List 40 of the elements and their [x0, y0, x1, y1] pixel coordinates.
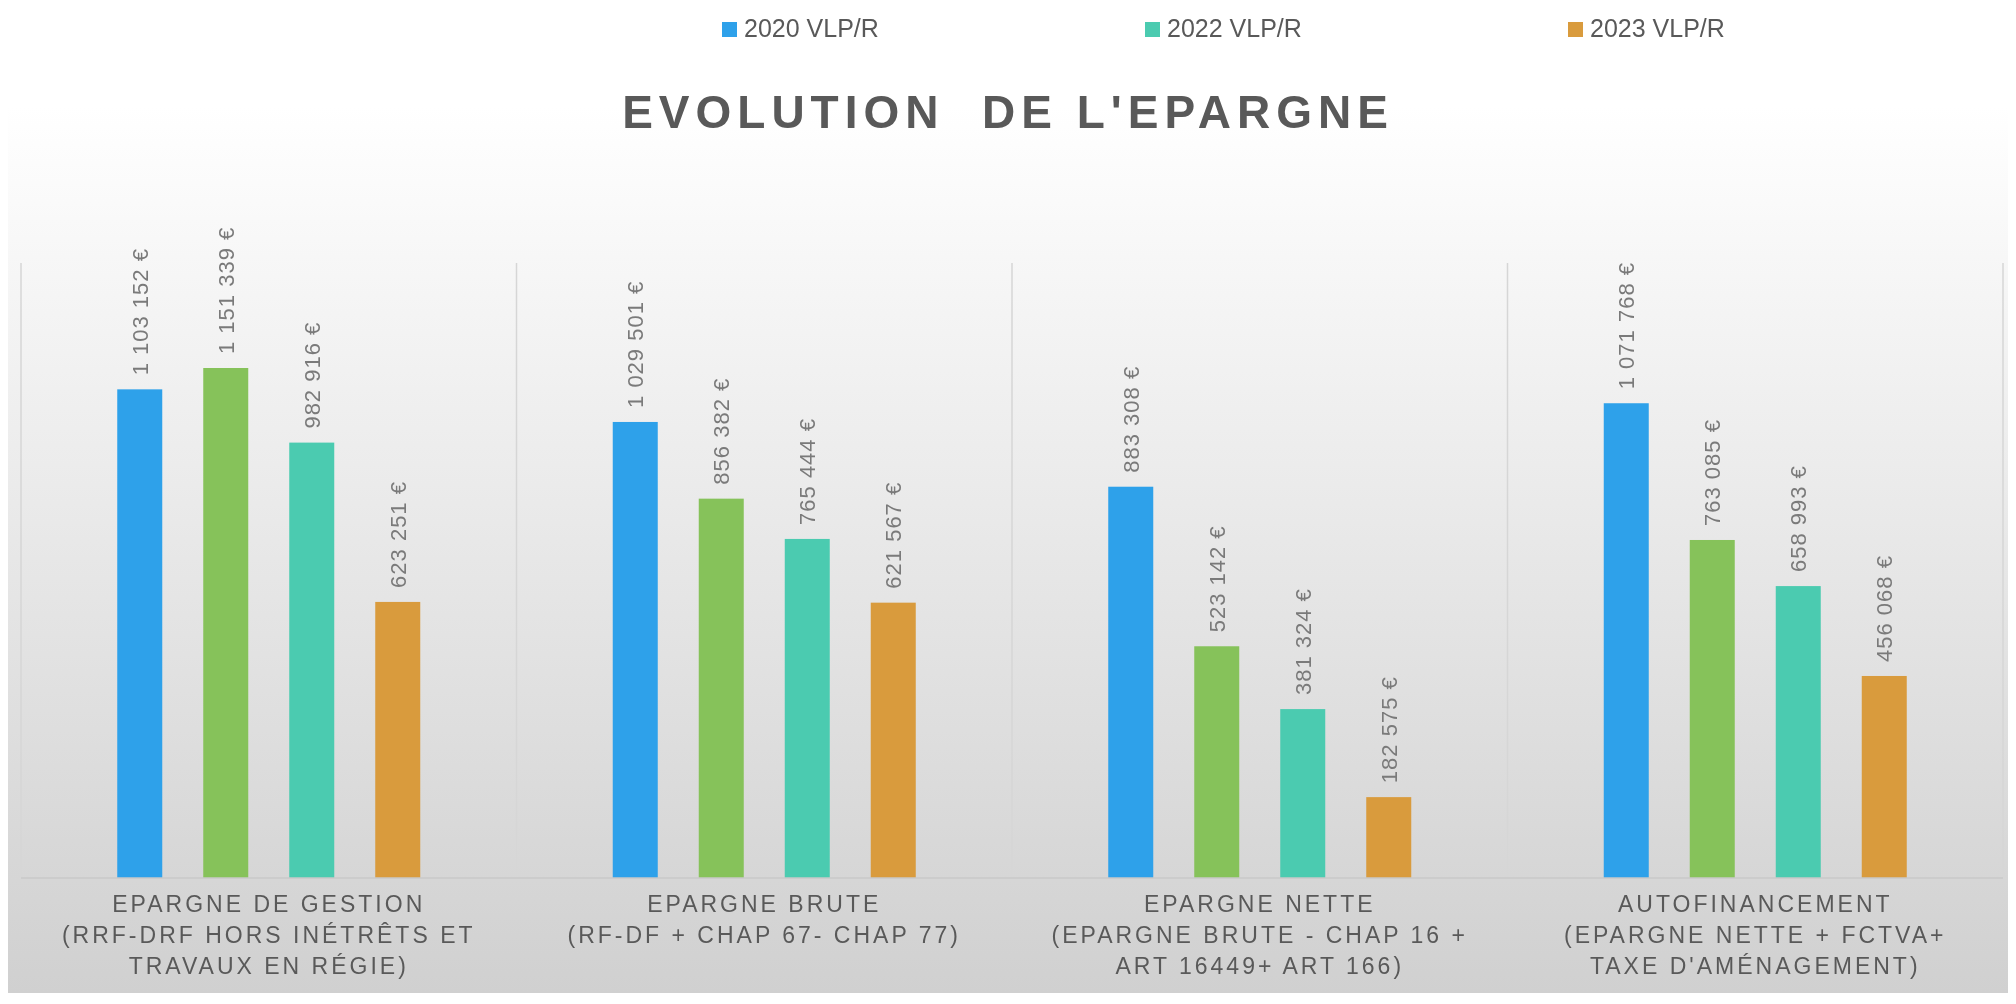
bar: [870, 602, 916, 878]
bar: [117, 389, 163, 878]
bar: [1366, 797, 1412, 878]
data-label: 765 444 €: [795, 418, 821, 525]
bar: [375, 601, 421, 878]
data-label: 763 085 €: [1700, 419, 1726, 526]
legend-label: 2022 VLP/R: [1167, 14, 1302, 42]
bar: [1108, 486, 1154, 878]
data-label: 1 151 339 €: [213, 226, 239, 354]
data-label: 1 103 152 €: [127, 248, 153, 376]
x-tick-label: EPARGNE BRUTE (RF-DF + CHAP 67- CHAP 77): [567, 891, 961, 948]
chart-title: EVOLUTION DE L'EPARGNE: [622, 86, 1394, 138]
data-label: 982 916 €: [299, 321, 325, 429]
bar: [203, 368, 249, 878]
x-tick-label: AUTOFINANCEMENT (EPARGNE NETTE + FCTVA+ TAXE D'AMÉNAGEMENT): [1563, 891, 1947, 979]
legend-label: 2020 VLP/R: [744, 14, 879, 42]
x-tick-label: EPARGNE NETTE (EPARGNE BRUTE - CHAP 16 + ART 16449+ ART 166): [1051, 891, 1468, 979]
x-tick-label: EPARGNE DE GESTION (RRF-DRF HORS INÉTRÊTS ET TRAVAUX EN RÉGIE): [61, 891, 476, 979]
data-label: 658 993 €: [1786, 465, 1812, 573]
data-label: 456 068 €: [1872, 555, 1898, 662]
bar: [698, 498, 744, 878]
data-label: 1 029 501 €: [623, 280, 649, 408]
data-label: 1 071 768 €: [1614, 262, 1640, 390]
bar: [612, 421, 658, 878]
bar: [1603, 403, 1649, 878]
bar: [1689, 539, 1735, 878]
bar: [1861, 675, 1907, 878]
bar: [1775, 586, 1821, 878]
bar: [1280, 709, 1326, 878]
bar: [1194, 646, 1240, 878]
data-label: 623 251 €: [385, 481, 411, 588]
bar: [289, 442, 335, 878]
data-label: 523 142 €: [1204, 525, 1230, 633]
data-label: 381 324 €: [1290, 588, 1316, 696]
data-label: 621 567 €: [881, 481, 907, 589]
legend-label: 2023 VLP/R: [1590, 14, 1725, 42]
bar: [784, 538, 830, 878]
data-label: 182 575 €: [1376, 676, 1402, 784]
data-label: 856 382 €: [709, 377, 735, 485]
data-label: 883 308 €: [1118, 365, 1144, 473]
